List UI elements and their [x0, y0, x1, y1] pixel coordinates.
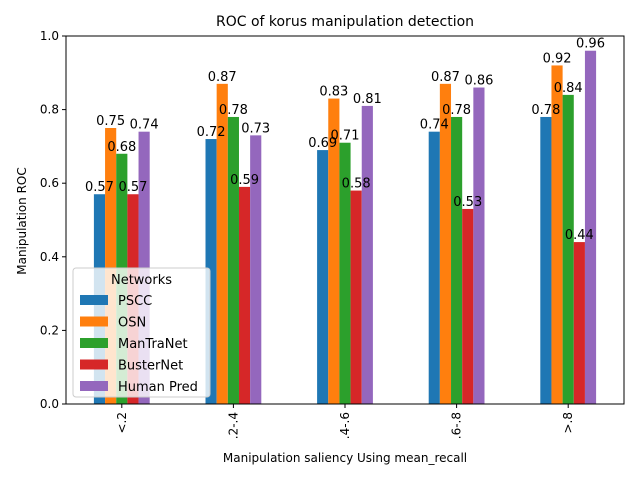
- data-label: 0.78: [219, 103, 248, 118]
- data-label: 0.78: [531, 103, 560, 118]
- data-label: 0.44: [565, 228, 594, 243]
- chart-title: ROC of korus manipulation detection: [216, 14, 474, 30]
- legend-label: BusterNet: [118, 359, 183, 374]
- data-label: 0.59: [230, 173, 259, 188]
- bar-pscc: [317, 150, 329, 404]
- bar-human-pred: [473, 87, 485, 405]
- y-tick-label: 0.6: [40, 176, 59, 190]
- bar-osn: [216, 83, 228, 404]
- bar-mantranet: [227, 116, 239, 405]
- data-label: 0.74: [130, 118, 159, 133]
- bar-human-pred: [361, 105, 373, 405]
- y-axis-label: Manipulation ROC: [15, 167, 29, 275]
- legend-title: Networks: [111, 273, 172, 288]
- bar-pscc: [540, 116, 552, 405]
- data-label: 0.96: [576, 37, 605, 52]
- legend-label: PSCC: [118, 294, 152, 309]
- x-tick-label: .6-.8: [450, 412, 464, 439]
- data-label: 0.87: [431, 70, 460, 85]
- bar-busternet: [238, 186, 251, 404]
- bar-osn: [105, 128, 117, 404]
- legend-swatch: [80, 338, 108, 348]
- data-label: 0.78: [442, 103, 471, 118]
- bar-pscc: [205, 139, 217, 405]
- data-label: 0.92: [543, 51, 572, 66]
- legend-label: Human Pred: [118, 380, 198, 395]
- bar-mantranet: [451, 116, 463, 405]
- x-tick-label: .4-.6: [338, 412, 352, 439]
- data-label: 0.73: [241, 121, 270, 136]
- data-label: 0.58: [342, 177, 371, 192]
- data-label: 0.86: [464, 74, 493, 89]
- y-tick-label: 1.0: [40, 29, 59, 43]
- bar-human-pred: [250, 135, 262, 405]
- data-label: 0.74: [420, 118, 449, 133]
- y-tick-label: 0.4: [40, 250, 59, 264]
- data-label: 0.57: [118, 180, 147, 195]
- x-tick-label: .2-.4: [226, 412, 240, 439]
- plot-frame: [65, 35, 625, 405]
- data-label: 0.53: [453, 195, 482, 210]
- data-label: 0.71: [331, 129, 360, 144]
- bar-busternet: [573, 242, 585, 404]
- data-label: 0.72: [197, 125, 226, 140]
- bar-osn: [328, 98, 340, 404]
- plot-area: 0.570.720.690.740.780.750.870.830.870.92…: [40, 29, 625, 439]
- legend-swatch: [80, 359, 108, 370]
- bar-human-pred: [584, 50, 597, 404]
- legend-label: ManTraNet: [118, 337, 188, 352]
- y-tick-label: 0.0: [40, 397, 59, 411]
- bar-busternet: [462, 208, 474, 404]
- data-label: 0.69: [308, 136, 337, 151]
- data-label: 0.87: [208, 70, 237, 85]
- data-label: 0.83: [319, 85, 348, 100]
- bar-pscc: [428, 131, 440, 404]
- legend-label: OSN: [118, 316, 146, 331]
- bar-mantranet: [562, 94, 574, 404]
- data-label: 0.68: [107, 140, 136, 155]
- legend-swatch: [80, 316, 108, 327]
- legend-swatch: [80, 381, 108, 391]
- y-tick-label: 0.2: [40, 323, 59, 337]
- data-label: 0.81: [353, 92, 382, 107]
- bar-osn: [439, 83, 452, 404]
- data-label: 0.84: [554, 81, 583, 96]
- bar-busternet: [350, 190, 362, 404]
- x-axis-label: Manipulation saliency Using mean_recall: [223, 451, 467, 465]
- legend-swatch: [80, 295, 108, 305]
- x-tick-label: >.8: [561, 412, 575, 434]
- x-tick-label: <.2: [115, 412, 129, 434]
- data-label: 0.75: [96, 114, 125, 129]
- data-label: 0.57: [85, 180, 114, 195]
- bar-osn: [551, 65, 563, 404]
- bar-mantranet: [339, 142, 351, 404]
- y-tick-label: 0.8: [40, 103, 59, 117]
